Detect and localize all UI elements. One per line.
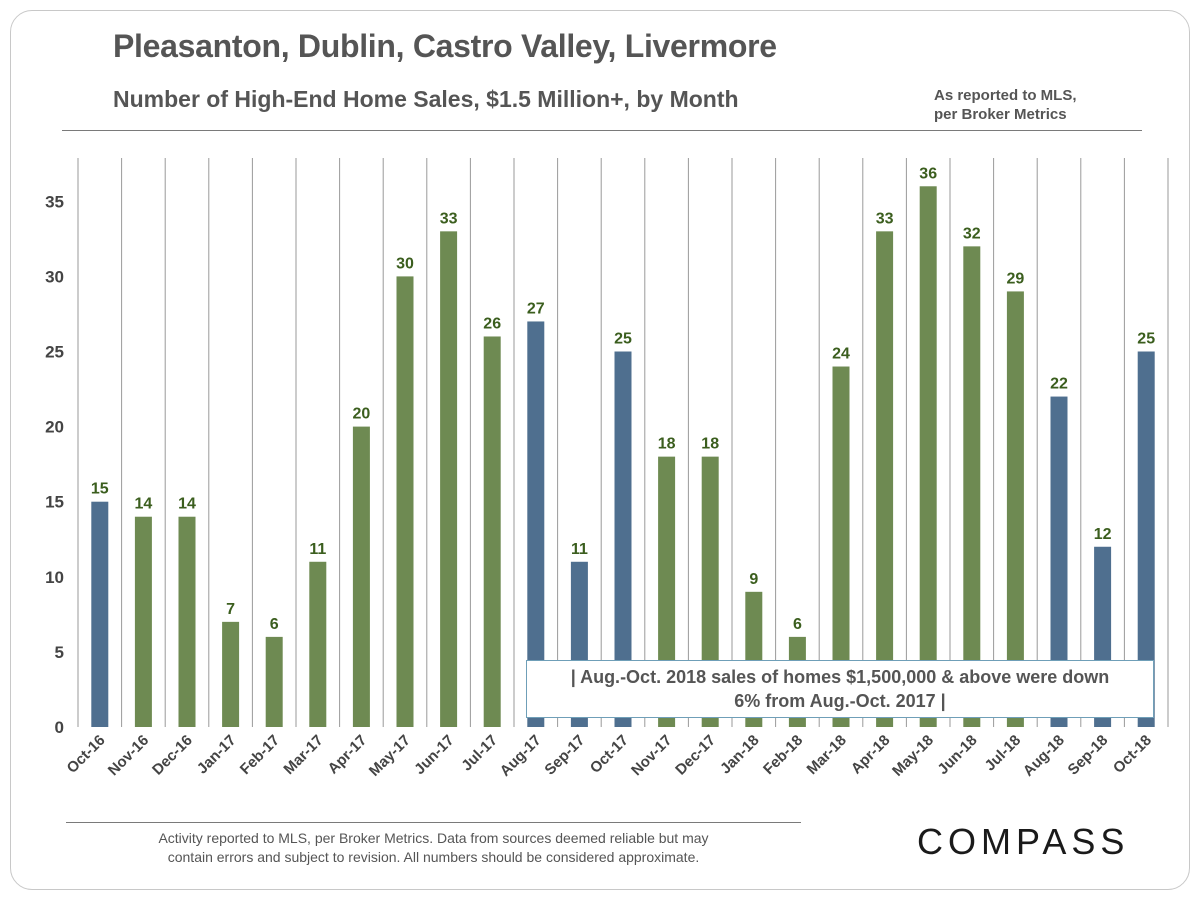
data-label: 14	[178, 496, 196, 513]
x-tick-label: Feb-18	[760, 732, 806, 778]
x-tick-label: Dec-16	[149, 732, 196, 779]
x-tick-label: Nov-17	[628, 732, 675, 779]
y-tick-label: 25	[45, 343, 64, 362]
x-tick-label: Sep-17	[541, 732, 588, 779]
data-label: 32	[963, 225, 981, 242]
bar	[483, 336, 501, 727]
x-tick-label: Oct-17	[587, 732, 632, 777]
data-label: 11	[309, 541, 326, 558]
y-tick-label: 10	[45, 568, 64, 587]
data-label: 15	[91, 481, 109, 498]
y-tick-label: 0	[55, 718, 64, 737]
data-label: 29	[1007, 270, 1025, 287]
data-label: 6	[270, 616, 279, 633]
data-label: 14	[135, 496, 153, 513]
bar	[658, 456, 676, 727]
bar	[963, 246, 981, 728]
x-tick-label: Jan-18	[717, 732, 763, 778]
data-label: 25	[614, 331, 632, 348]
data-label: 18	[658, 436, 676, 453]
bar	[265, 636, 283, 727]
data-label: 9	[749, 571, 758, 588]
x-tick-label: Nov-16	[105, 732, 152, 779]
y-tick-label: 15	[45, 493, 64, 512]
x-tick-label: Jul-17	[458, 732, 501, 775]
data-label: 27	[527, 300, 545, 317]
data-label: 36	[919, 165, 937, 182]
x-tick-label: May-18	[889, 732, 937, 780]
x-tick-label: May-17	[366, 732, 414, 780]
source-note: As reported to MLS, per Broker Metrics	[934, 86, 1077, 124]
data-label: 6	[793, 616, 802, 633]
footnote: Activity reported to MLS, per Broker Met…	[66, 829, 801, 867]
data-label: 11	[571, 541, 588, 558]
x-tick-label: Apr-17	[325, 732, 371, 778]
x-tick-label: Feb-17	[237, 732, 283, 778]
data-label: 18	[701, 436, 719, 453]
bar	[134, 516, 152, 727]
y-tick-label: 35	[45, 192, 64, 211]
x-tick-label: Jun-18	[934, 732, 980, 778]
callout-line-1: | Aug.-Oct. 2018 sales of homes $1,500,0…	[570, 667, 1110, 687]
data-label: 26	[483, 315, 501, 332]
x-tick-label: Jun-17	[411, 732, 457, 778]
bar	[1050, 396, 1068, 727]
bar	[222, 621, 240, 727]
x-tick-label: Oct-18	[1110, 732, 1155, 777]
x-tick-label: Oct-16	[64, 732, 109, 777]
callout-box: | Aug.-Oct. 2018 sales of homes $1,500,0…	[526, 660, 1154, 718]
y-tick-label: 30	[45, 267, 64, 286]
chart-title: Pleasanton, Dublin, Castro Valley, Liver…	[113, 28, 777, 64]
x-tick-label: Aug-18	[1020, 732, 1068, 780]
callout-line-2: 6% from Aug.-Oct. 2017 |	[734, 691, 946, 711]
bar	[396, 276, 414, 727]
bar	[309, 561, 327, 727]
bar	[440, 231, 458, 727]
bar	[876, 231, 894, 727]
source-note-line-2: per Broker Metrics	[934, 106, 1067, 123]
data-label: 22	[1050, 376, 1068, 393]
bar	[1137, 351, 1155, 727]
chart-subtitle: Number of High-End Home Sales, $1.5 Mill…	[113, 86, 739, 112]
footer-divider	[66, 822, 801, 823]
bar	[1006, 291, 1024, 727]
x-tick-label: Dec-17	[672, 732, 719, 779]
bar	[352, 426, 370, 727]
data-label: 24	[832, 346, 850, 363]
compass-logo: COMPASS	[917, 821, 1130, 862]
data-label: 33	[876, 210, 894, 227]
y-tick-label: 5	[55, 643, 64, 662]
data-label: 12	[1094, 526, 1112, 543]
bar	[701, 456, 719, 727]
x-tick-label: Sep-18	[1065, 732, 1112, 779]
bar	[832, 366, 850, 727]
bar	[614, 351, 632, 727]
x-tick-label: Mar-17	[280, 732, 326, 778]
y-tick-label: 20	[45, 418, 64, 437]
footnote-line-1: Activity reported to MLS, per Broker Met…	[158, 830, 709, 846]
x-tick-label: Mar-18	[804, 732, 850, 778]
footnote-line-2: contain errors and subject to revision. …	[167, 849, 700, 865]
data-label: 7	[226, 601, 235, 618]
source-note-line-1: As reported to MLS,	[934, 87, 1077, 104]
bar	[178, 516, 196, 727]
x-tick-label: Apr-18	[848, 732, 894, 778]
header-divider	[62, 130, 1142, 131]
bar	[91, 501, 109, 727]
x-tick-label: Jul-18	[982, 732, 1025, 775]
x-tick-label: Jan-17	[194, 732, 240, 778]
data-label: 20	[353, 406, 371, 423]
data-label: 25	[1137, 331, 1155, 348]
data-label: 30	[396, 255, 414, 272]
bar	[919, 186, 937, 727]
data-label: 33	[440, 210, 458, 227]
bar	[527, 321, 545, 727]
x-tick-label: Aug-17	[497, 732, 545, 780]
